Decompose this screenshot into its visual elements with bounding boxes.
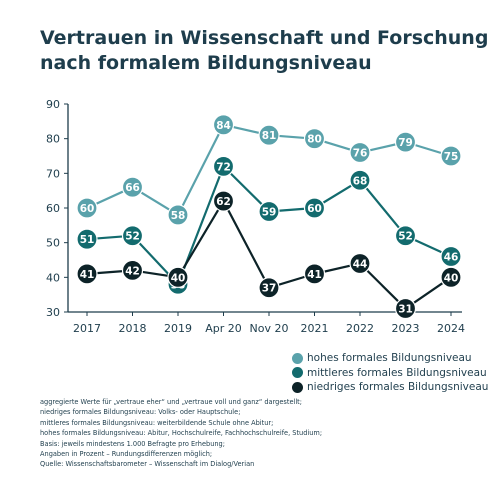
data-label: 72 bbox=[216, 161, 231, 173]
data-point bbox=[121, 259, 144, 281]
data-label: 59 bbox=[262, 206, 277, 218]
data-label: 80 bbox=[307, 134, 322, 146]
data-label: 37 bbox=[262, 283, 277, 295]
data-label: 60 bbox=[307, 203, 322, 215]
legend-marker-low bbox=[292, 381, 303, 393]
x-tick-label: 2024 bbox=[437, 322, 465, 335]
data-point bbox=[121, 225, 144, 247]
data-point bbox=[212, 155, 235, 177]
data-point bbox=[303, 197, 326, 219]
x-tick-label: 2023 bbox=[392, 322, 420, 335]
legend-label-medium: mittleres formales Bildungsniveau bbox=[307, 366, 487, 379]
data-label: 41 bbox=[307, 269, 322, 281]
data-label: 84 bbox=[216, 120, 231, 132]
data-point bbox=[394, 225, 417, 247]
legend-label-high: hohes formales Bildungsniveau bbox=[307, 352, 472, 365]
y-tick-label: 80 bbox=[46, 133, 60, 146]
chart-title-line-1: Vertrauen in Wissenschaft und Forschung bbox=[40, 27, 489, 49]
footnote-line: Basis: jeweils mindestens 1.000 Befragte… bbox=[40, 439, 225, 448]
footnote-line: niedriges formales Bildungsniveau: Volks… bbox=[40, 408, 241, 417]
data-point bbox=[349, 141, 371, 164]
data-label: 42 bbox=[125, 265, 140, 277]
y-tick-label: 90 bbox=[46, 98, 60, 111]
y-tick-label: 40 bbox=[46, 271, 60, 284]
legend-item-high: hohes formales Bildungsniveau bbox=[292, 351, 488, 366]
chart-footnotes: aggregierte Werte für „vertraue eher“ un… bbox=[40, 397, 490, 470]
chart-legend: hohes formales Bildungsniveau mittleres … bbox=[292, 351, 488, 395]
data-label: 62 bbox=[216, 196, 231, 208]
x-tick-label: 2021 bbox=[301, 322, 329, 335]
footnote-line: Angaben in Prozent – Rundungsdifferenzen… bbox=[40, 450, 213, 459]
data-point bbox=[212, 114, 235, 136]
data-point bbox=[258, 200, 280, 223]
data-point bbox=[76, 197, 98, 219]
data-label: 81 bbox=[262, 130, 277, 142]
data-point bbox=[440, 266, 462, 288]
data-label: 75 bbox=[444, 151, 459, 163]
data-label: 68 bbox=[353, 175, 368, 187]
footnote-line: Quelle: Wissenschaftsbarometer – Wissens… bbox=[40, 460, 255, 469]
y-tick-label: 60 bbox=[46, 202, 60, 215]
data-label: 31 bbox=[398, 304, 413, 316]
legend-marker-medium bbox=[292, 367, 303, 379]
footnote-line: mittleres formales Bildungsniveau: weite… bbox=[40, 418, 274, 427]
data-point bbox=[440, 145, 462, 167]
data-point bbox=[212, 190, 235, 212]
data-point bbox=[167, 266, 189, 288]
footnote-line: hohes formales Bildungsniveau: Abitur, H… bbox=[40, 429, 323, 438]
data-point bbox=[76, 263, 98, 285]
data-point bbox=[167, 204, 189, 226]
data-point bbox=[349, 252, 371, 275]
legend-item-medium: mittleres formales Bildungsniveau bbox=[292, 366, 488, 381]
data-point bbox=[394, 297, 417, 320]
y-tick-label: 50 bbox=[46, 237, 60, 250]
data-label: 51 bbox=[80, 234, 95, 246]
x-tick-label: 2022 bbox=[346, 322, 374, 335]
data-point bbox=[258, 124, 280, 146]
y-tick-label: 30 bbox=[46, 306, 60, 319]
legend-marker-high bbox=[292, 352, 303, 364]
legend-label-low: niedriges formales Bildungsniveau bbox=[307, 381, 489, 394]
data-label: 79 bbox=[398, 137, 413, 149]
x-tick-label: 2017 bbox=[73, 322, 101, 335]
data-point bbox=[394, 131, 417, 153]
data-label: 44 bbox=[353, 258, 368, 270]
data-label: 40 bbox=[444, 272, 459, 284]
footnote-line: aggregierte Werte für „vertraue eher“ un… bbox=[40, 398, 302, 406]
data-point bbox=[303, 263, 326, 285]
data-label: 60 bbox=[80, 203, 95, 215]
data-label: 52 bbox=[125, 231, 140, 243]
data-point bbox=[349, 169, 371, 191]
line-chart: 30 40 50 60 70 80 90 2017 2018 2019 Apr 20 Nov 20 20… bbox=[46, 98, 465, 335]
x-tick-label: 2018 bbox=[119, 322, 147, 335]
data-point bbox=[258, 277, 280, 299]
data-label: 52 bbox=[398, 231, 413, 243]
data-label: 41 bbox=[80, 269, 95, 281]
data-label: 66 bbox=[125, 182, 140, 194]
chart-title-line-2: nach formalem Bildungsniveau bbox=[40, 52, 372, 74]
x-tick-label: Nov 20 bbox=[250, 322, 289, 335]
data-point bbox=[303, 128, 326, 150]
legend-item-low: niedriges formales Bildungsniveau bbox=[292, 380, 488, 395]
data-point bbox=[76, 228, 98, 250]
data-label: 76 bbox=[353, 148, 368, 160]
data-point bbox=[121, 176, 144, 198]
chart-title: Vertrauen in Wissenschaft und Forschung … bbox=[40, 26, 489, 76]
data-label: 46 bbox=[444, 252, 459, 264]
data-label: 58 bbox=[171, 210, 186, 222]
data-label: 40 bbox=[171, 272, 186, 284]
x-tick-label: Apr 20 bbox=[205, 322, 242, 335]
y-tick-label: 70 bbox=[46, 167, 60, 180]
data-point bbox=[440, 245, 462, 268]
x-tick-label: 2019 bbox=[164, 322, 192, 335]
